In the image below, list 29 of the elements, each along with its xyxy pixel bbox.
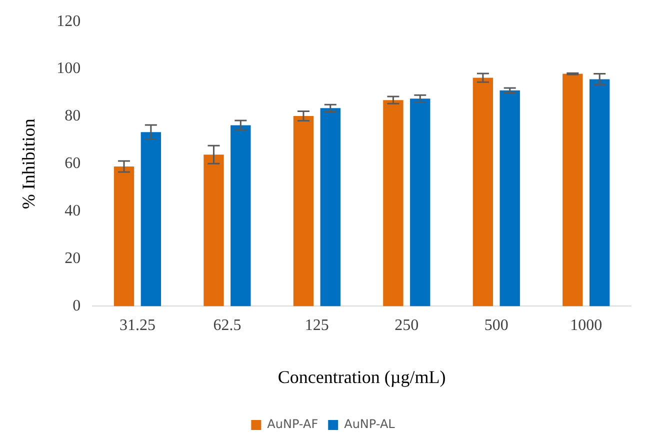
x-tick-label: 250 bbox=[394, 317, 419, 334]
bar bbox=[140, 132, 162, 306]
bar bbox=[320, 108, 340, 306]
x-tick-label: 62.5 bbox=[213, 317, 242, 334]
bar bbox=[590, 79, 610, 306]
x-tick-label: 1000 bbox=[570, 317, 602, 334]
y-axis-title: % Inhibition bbox=[18, 118, 39, 210]
legend-label: AuNP-AF bbox=[267, 417, 318, 432]
bar bbox=[500, 90, 520, 306]
bar bbox=[410, 98, 430, 306]
y-tick-label: 0 bbox=[72, 297, 81, 314]
bar bbox=[204, 154, 224, 306]
y-tick-label: 20 bbox=[64, 250, 81, 267]
legend-label: AuNP-AL bbox=[344, 417, 396, 432]
bar bbox=[114, 166, 134, 306]
y-tick-label: 40 bbox=[64, 202, 81, 220]
bar bbox=[472, 78, 494, 306]
x-tick-label: 125 bbox=[304, 317, 329, 334]
y-tick-label: 80 bbox=[64, 108, 81, 125]
x-tick-label: 500 bbox=[484, 317, 508, 334]
x-tick-label: 31.25 bbox=[119, 317, 156, 334]
y-tick-label: 100 bbox=[56, 60, 81, 78]
bar bbox=[562, 74, 583, 306]
x-axis-title: Concentration (µg/mL) bbox=[278, 366, 446, 387]
y-tick-label: 60 bbox=[64, 155, 81, 172]
bar bbox=[383, 100, 404, 306]
y-tick-label: 120 bbox=[56, 12, 81, 30]
bar bbox=[230, 125, 251, 306]
bar bbox=[293, 116, 314, 306]
